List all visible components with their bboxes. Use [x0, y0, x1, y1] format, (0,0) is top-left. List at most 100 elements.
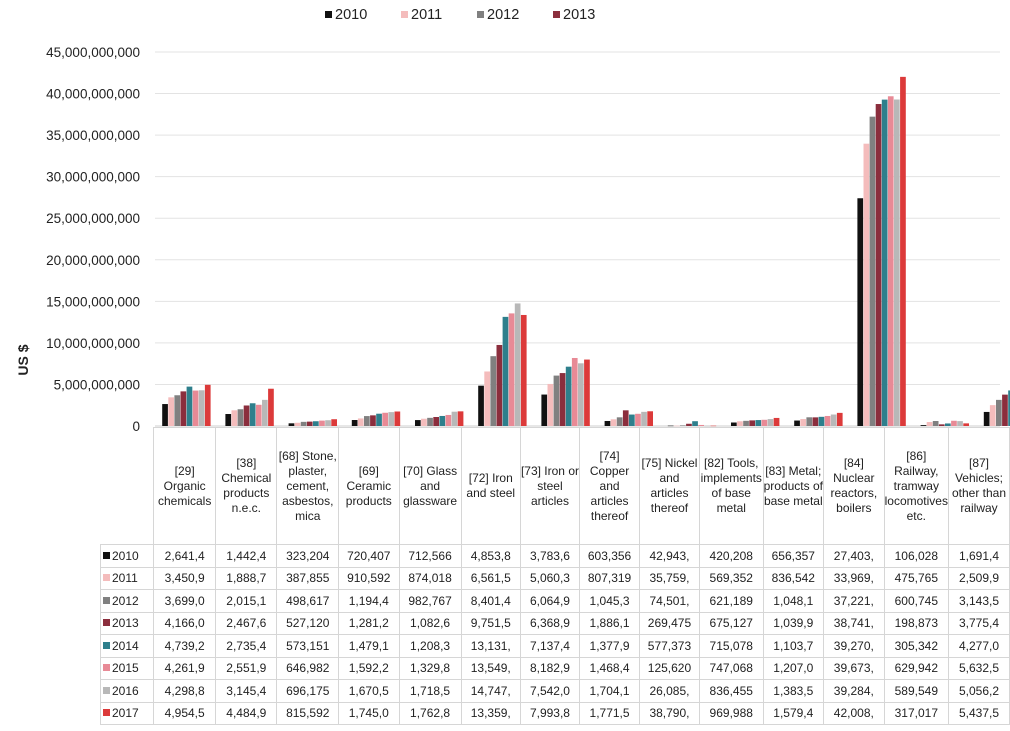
table-cell: 26,085,: [639, 679, 700, 703]
category-label: [82] Tools, implements of base metal: [698, 427, 764, 545]
table-cell: 4,277,0: [947, 634, 1010, 658]
category-label: [75] Nickel and articles thereof: [639, 427, 700, 545]
bar-chart: 0 5,000,000,000 10,000,000,000 15,000,000,0…: [15, 7, 1010, 431]
table-cell: 5,060,3: [519, 566, 581, 590]
table-row: 2014 4,739,2 2,735,4 573,151 1,479,1 1,208,3 1…: [99, 634, 1010, 658]
table-cell: 573,151: [276, 634, 340, 658]
y-tick-label: 10,000,000,000: [46, 336, 140, 351]
table-cell: 696,175: [276, 679, 340, 703]
row-label: 2017: [99, 701, 155, 725]
row-swatch: [103, 574, 110, 582]
bar: [989, 405, 996, 426]
bar: [1002, 394, 1008, 426]
table-cell: 5,632,5: [947, 656, 1010, 680]
table-cell: 1,718,5: [398, 679, 462, 703]
bar: [824, 415, 831, 426]
bar: [818, 416, 825, 426]
table-cell: 38,741,: [823, 611, 885, 635]
table-cell: 2,015,1: [215, 589, 278, 613]
bar: [553, 375, 560, 426]
table-cell: 420,208: [698, 544, 764, 568]
bar: [394, 411, 401, 426]
bar: [421, 418, 427, 426]
table-cell: 1,479,1: [338, 634, 400, 658]
table-cell: 1,383,5: [762, 679, 825, 703]
category-header-row: [29] Organic chemicals [38] Chemical prod…: [100, 427, 1010, 545]
row-label: 2011: [99, 566, 155, 590]
bar: [755, 420, 762, 426]
legend-label: 2011: [411, 7, 442, 23]
bar: [996, 399, 1002, 426]
bar: [616, 417, 623, 426]
bar: [508, 313, 515, 426]
bar: [306, 421, 313, 426]
table-cell: 1,194,4: [338, 589, 400, 613]
bar: [204, 384, 211, 426]
bar: [957, 421, 963, 426]
data-table: [29] Organic chemicals [38] Chemical prod…: [99, 427, 1010, 725]
table-corner: [100, 427, 155, 545]
legend-swatch: [477, 11, 484, 18]
bar: [938, 424, 945, 426]
row-swatch: [103, 619, 110, 627]
bar: [559, 373, 566, 426]
y-axis-ticks: 0 5,000,000,000 10,000,000,000 15,000,000,0…: [46, 45, 140, 431]
bar: [894, 99, 900, 426]
legend-label: 2010: [335, 7, 367, 23]
category-label: [87] Vehicles; other than railway: [947, 427, 1010, 545]
bar: [667, 425, 674, 427]
y-tick-label: 35,000,000,000: [46, 128, 140, 143]
bar: [376, 413, 382, 426]
table-cell: 969,988: [698, 701, 764, 725]
table-cell: 1,377,9: [579, 634, 640, 658]
row-swatch: [103, 641, 110, 649]
bar: [520, 314, 527, 426]
table-cell: 4,853,8: [460, 544, 521, 568]
bar: [319, 420, 325, 426]
bars: [162, 76, 1010, 427]
bar: [162, 404, 168, 426]
table-cell: 3,143,5: [947, 589, 1010, 613]
bar: [502, 316, 509, 426]
table-cell: 720,407: [338, 544, 400, 568]
bar: [514, 303, 521, 426]
table-row: 2017 4,954,5 4,484,9 815,592 1,745,0 1,762,8 1…: [99, 701, 1010, 725]
bar: [635, 413, 641, 426]
y-tick-label: 15,000,000,000: [46, 294, 140, 309]
table-cell: 2,467,6: [215, 611, 278, 635]
row-label: 2015: [99, 656, 155, 680]
bar: [457, 411, 464, 426]
row-year: 2013: [112, 616, 139, 631]
row-swatch: [103, 664, 110, 672]
bar: [578, 363, 584, 426]
table-cell: 9,751,5: [460, 611, 521, 635]
table-cell: 1,208,3: [398, 634, 462, 658]
legend-item: 2010: [325, 7, 367, 23]
table-cell: 5,437,5: [947, 701, 1010, 725]
table-cell: 387,855: [276, 566, 340, 590]
bar: [794, 420, 800, 426]
bar: [571, 357, 578, 426]
category-label: [70] Glass and glassware: [398, 427, 462, 545]
row-swatch: [103, 596, 110, 604]
bar: [192, 390, 199, 426]
table-cell: 2,735,4: [215, 634, 278, 658]
table-cell: 577,373: [639, 634, 700, 658]
table-cell: 4,261,9: [153, 656, 217, 680]
bar: [737, 421, 743, 426]
bar: [983, 411, 990, 426]
table-cell: 982,767: [398, 589, 462, 613]
table-cell: 6,368,9: [519, 611, 581, 635]
bar: [433, 417, 439, 426]
bar: [565, 366, 572, 426]
row-swatch: [103, 551, 110, 559]
bar: [767, 419, 774, 426]
bar: [255, 404, 262, 426]
legend-swatch: [553, 11, 560, 18]
table-cell: 475,765: [883, 566, 949, 590]
row-year: 2011: [112, 571, 138, 586]
category-label: [38] Chemical products n.e.c.: [215, 427, 278, 545]
legend: 2010 2011 2012 2013: [325, 7, 595, 23]
bar: [869, 116, 876, 426]
category-label: [83] Metal; products of base metal: [762, 427, 825, 545]
